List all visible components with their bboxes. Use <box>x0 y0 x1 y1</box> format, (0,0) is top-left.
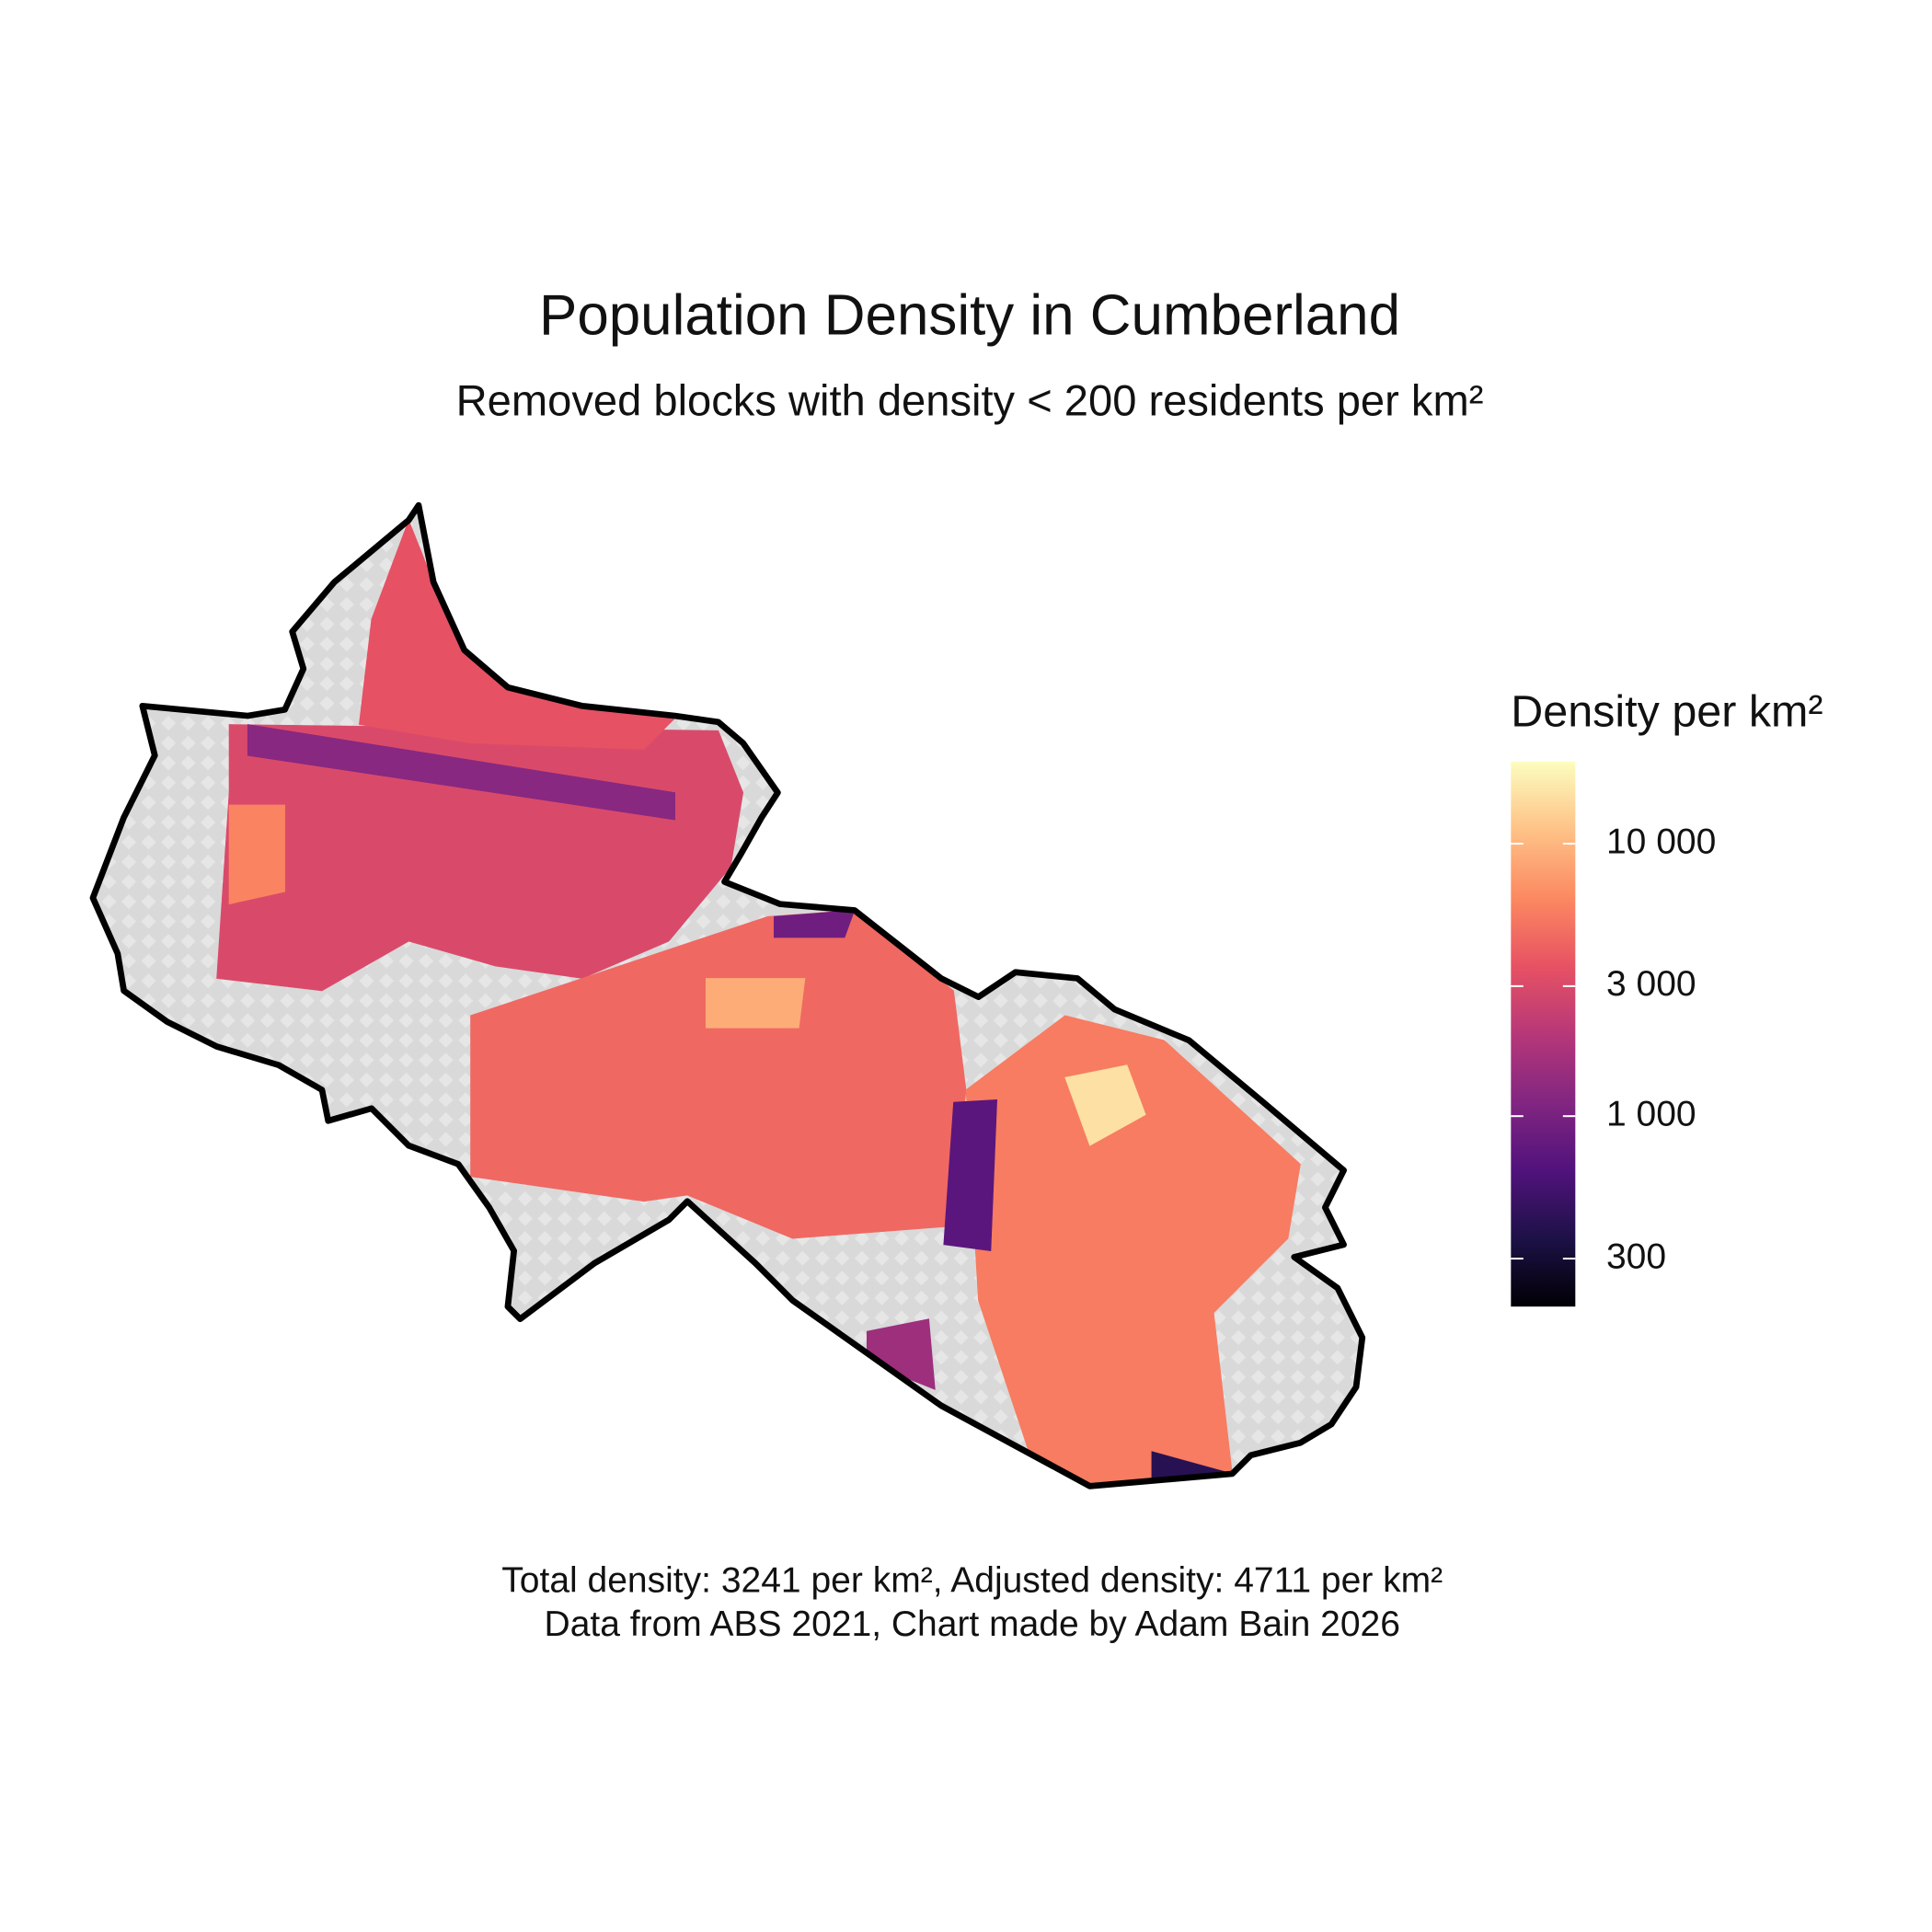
region <box>965 1015 1301 1487</box>
region <box>228 804 285 905</box>
region <box>943 1099 998 1251</box>
chart-subtitle: Removed blocks with density < 200 reside… <box>456 375 1484 424</box>
region <box>1064 1064 1146 1146</box>
colorbar <box>1511 761 1576 1307</box>
tick-label: 1 000 <box>1606 1095 1696 1134</box>
chart-title: Population Density in Cumberland <box>539 284 1400 348</box>
region <box>359 519 676 750</box>
tick-label: 300 <box>1606 1236 1666 1276</box>
legend-ticks: 300 1 000 3 000 10 000 <box>1511 822 1716 1276</box>
caption-line: Total density: 3241 per km², Adjusted de… <box>501 1561 1443 1601</box>
region <box>247 724 675 821</box>
region <box>705 978 806 1029</box>
region <box>774 910 856 938</box>
legend-title: Density per km² <box>1511 687 1823 737</box>
tick-label: 3 000 <box>1606 964 1696 1004</box>
tick-label: 10 000 <box>1606 822 1716 861</box>
boundary <box>89 501 1366 1489</box>
regions <box>216 519 1301 1487</box>
caption-line: Data from ABS 2021, Chart made by Adam B… <box>545 1604 1400 1644</box>
